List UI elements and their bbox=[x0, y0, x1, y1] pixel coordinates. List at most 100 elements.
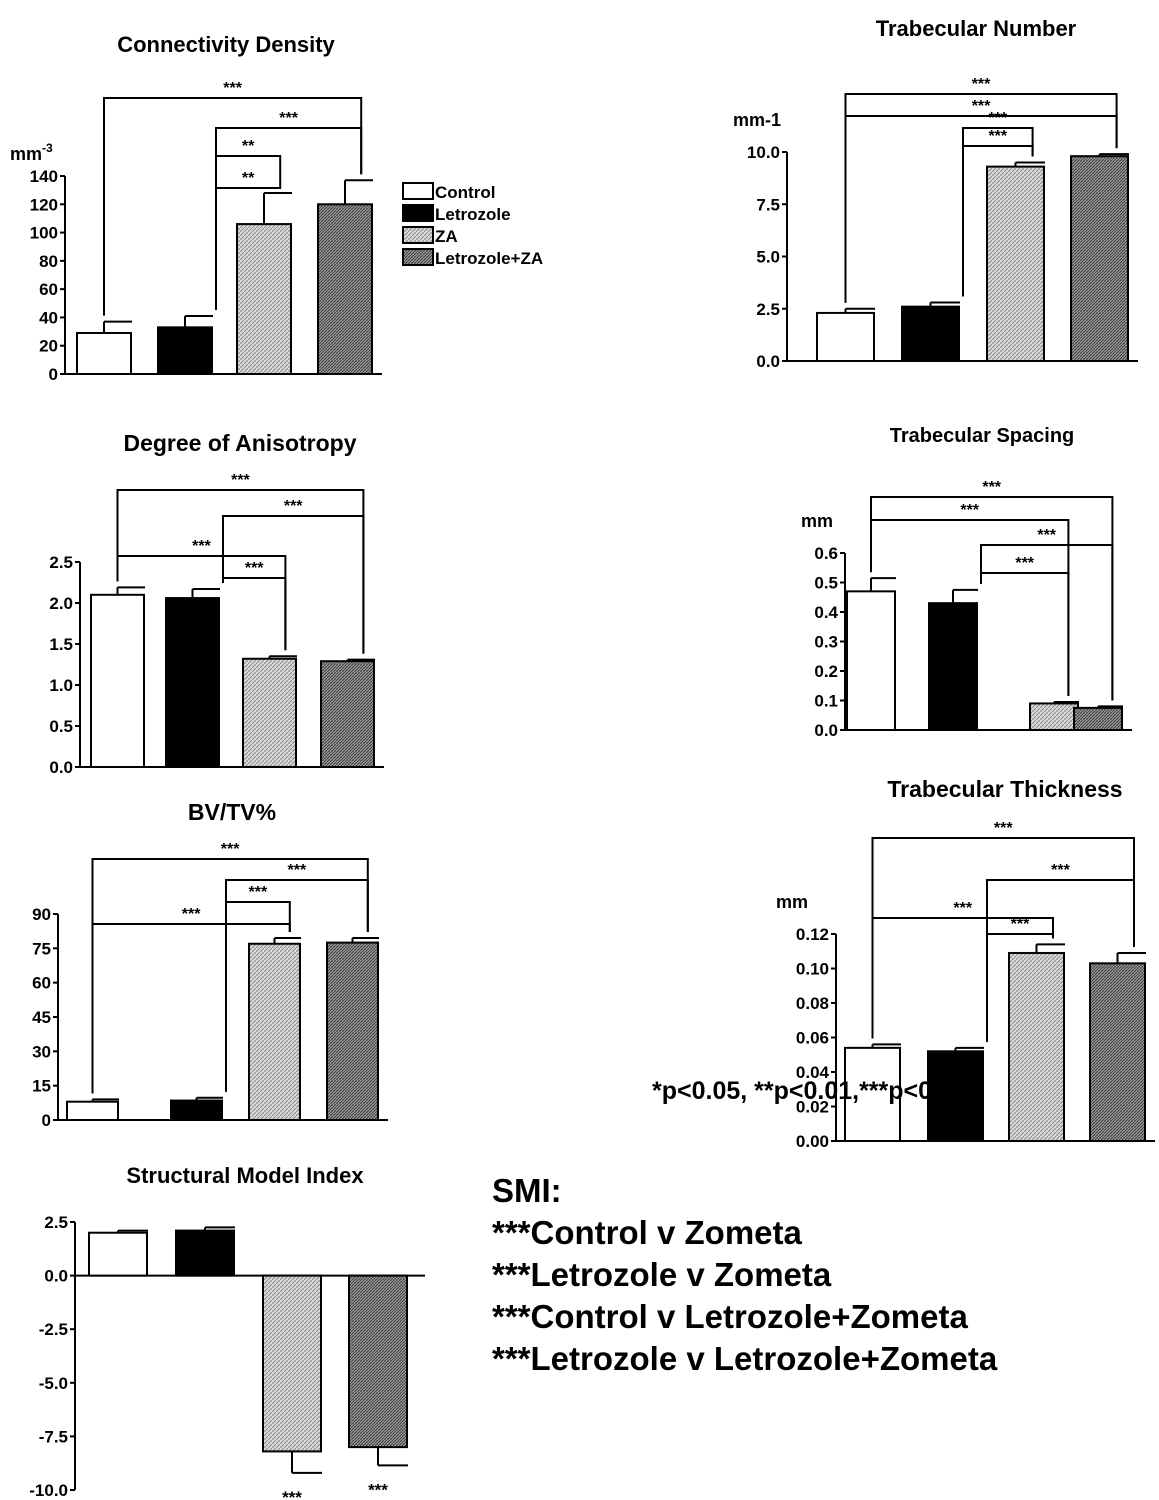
bar-control bbox=[816, 311, 875, 362]
y-tick-label: 2.5 bbox=[44, 1213, 68, 1232]
sig-label: *** bbox=[282, 1488, 302, 1500]
sig-label: *** bbox=[972, 98, 991, 115]
chart-title: Trabecular Thickness bbox=[887, 776, 1122, 802]
y-tick-label: 0.6 bbox=[814, 544, 838, 563]
sig-bracket bbox=[870, 496, 1114, 701]
y-tick-label: 0.4 bbox=[814, 603, 838, 622]
bar-letrozole-za bbox=[1070, 155, 1129, 362]
sig-label: *** bbox=[221, 841, 240, 858]
sig-label: *** bbox=[245, 560, 264, 577]
bar-letrozole bbox=[928, 602, 978, 732]
y-tick-label: 75 bbox=[32, 939, 51, 958]
bar-control bbox=[846, 590, 896, 731]
y-tick-label: -7.5 bbox=[39, 1427, 68, 1446]
y-tick-label: 5.0 bbox=[756, 248, 780, 267]
chart-trabnum: Trabecular Number mm-1 0.0 2.5 5.0 7.5 10.0 ***… bbox=[733, 16, 1138, 371]
bar-letrozole-za bbox=[320, 660, 375, 768]
legend-swatch bbox=[402, 248, 434, 266]
y-tick-label: 0.3 bbox=[814, 633, 838, 652]
y-tick-label: 0.04 bbox=[796, 1063, 830, 1082]
y-tick-label: 0.5 bbox=[814, 574, 838, 593]
chart-bvtv: BV/TV% 0 15 30 45 60 75 90 *** *** *** *** bbox=[32, 799, 388, 1130]
sig-label: *** bbox=[231, 472, 250, 489]
sig-label: *** bbox=[1015, 555, 1034, 572]
bar-control bbox=[88, 1231, 148, 1277]
sig-label: *** bbox=[1051, 862, 1070, 879]
bar-control bbox=[90, 593, 145, 768]
bar-letrozole bbox=[170, 1099, 223, 1121]
chart-smi: Structural Model Index -10.0 -7.5 -5.0 -2.5 0… bbox=[29, 1163, 425, 1500]
y-tick-label: 120 bbox=[30, 195, 58, 214]
sig-bracket bbox=[225, 901, 291, 1092]
y-tick-label: 0.06 bbox=[796, 1029, 829, 1048]
bar-za bbox=[248, 942, 301, 1121]
y-tick-label: 0.08 bbox=[796, 994, 829, 1013]
y-tick-label: 40 bbox=[39, 308, 58, 327]
y-tick-label: 0.0 bbox=[44, 1267, 68, 1286]
y-tick-label: 0.0 bbox=[756, 352, 780, 371]
y-tick-label: 1.0 bbox=[49, 676, 73, 695]
sig-label: *** bbox=[192, 538, 211, 555]
sig-label: *** bbox=[972, 76, 991, 93]
y-tick-label: 0.12 bbox=[796, 925, 829, 944]
smi-line: ***Control v Zometa bbox=[492, 1214, 802, 1251]
sig-bracket bbox=[962, 145, 1034, 297]
y-tick-label: 80 bbox=[39, 252, 58, 271]
legend-label: Control bbox=[435, 183, 495, 202]
sig-bracket bbox=[871, 917, 1054, 1039]
sig-bracket bbox=[222, 577, 287, 651]
chart-trabthick: Trabecular Thickness mm 0.00 0.02 0.04 0.06 0.… bbox=[776, 776, 1155, 1151]
bar-letrozole bbox=[175, 1229, 235, 1277]
chart-title: Degree of Anisotropy bbox=[123, 430, 356, 456]
y-tick-label: -2.5 bbox=[39, 1320, 68, 1339]
bar-za bbox=[242, 657, 297, 769]
sig-label: *** bbox=[988, 128, 1007, 145]
sig-label: *** bbox=[284, 498, 303, 515]
y-tick-label: 0.0 bbox=[814, 721, 838, 740]
smi-line: ***Letrozole v Letrozole+Zometa bbox=[492, 1340, 998, 1377]
sig-label: *** bbox=[1037, 527, 1056, 544]
y-tick-label: 0.5 bbox=[49, 717, 73, 736]
y-tick-label: 45 bbox=[32, 1008, 51, 1027]
y-tick-label: 0.0 bbox=[49, 758, 73, 777]
sig-bracket bbox=[980, 572, 1070, 696]
sig-label: *** bbox=[182, 906, 201, 923]
y-axis-label: mm bbox=[801, 511, 833, 531]
y-tick-label: 140 bbox=[30, 167, 58, 186]
sig-bracket bbox=[980, 544, 1114, 701]
chart-title: Trabecular Number bbox=[876, 16, 1077, 41]
y-tick-label: 1.5 bbox=[49, 635, 73, 654]
sig-label: ** bbox=[242, 170, 255, 187]
y-axis-label: mm bbox=[776, 892, 808, 912]
sig-bracket bbox=[986, 933, 1054, 1042]
y-tick-label: 60 bbox=[39, 280, 58, 299]
sig-label: *** bbox=[368, 1480, 388, 1499]
sig-label: *** bbox=[249, 884, 268, 901]
y-tick-label: 0 bbox=[49, 365, 58, 384]
pvalue-note: *p<0.05, **p<0.01,***p<0.001 bbox=[652, 1077, 981, 1105]
y-tick-label: 100 bbox=[30, 224, 58, 243]
sig-label: *** bbox=[988, 110, 1007, 127]
y-tick-label: 7.5 bbox=[756, 195, 780, 214]
legend-swatch bbox=[402, 182, 434, 200]
smi-line: ***Letrozole v Zometa bbox=[492, 1256, 832, 1293]
legend-label: ZA bbox=[435, 227, 458, 246]
y-tick-label: 2.5 bbox=[756, 300, 780, 319]
sig-bracket bbox=[844, 115, 1118, 303]
y-tick-label: 20 bbox=[39, 337, 58, 356]
chart-trabspace: Trabecular Spacing mm 0.0 0.1 0.2 0.3 0.4 0.5 0.… bbox=[801, 425, 1132, 740]
sig-label: *** bbox=[288, 862, 307, 879]
y-tick-label: 0.1 bbox=[814, 692, 838, 711]
chart-title: Structural Model Index bbox=[126, 1163, 364, 1188]
y-tick-label: 0.10 bbox=[796, 960, 829, 979]
chart-title: Connectivity Density bbox=[117, 32, 335, 57]
bar-control bbox=[844, 1046, 901, 1142]
sig-bracket bbox=[215, 186, 282, 311]
y-tick-label: 90 bbox=[32, 905, 51, 924]
y-axis-label: mm-3 bbox=[10, 141, 53, 164]
y-tick-label: 0 bbox=[42, 1111, 51, 1130]
y-tick-label: 15 bbox=[32, 1077, 51, 1096]
bar-control bbox=[76, 331, 132, 376]
sig-label: *** bbox=[223, 80, 242, 97]
